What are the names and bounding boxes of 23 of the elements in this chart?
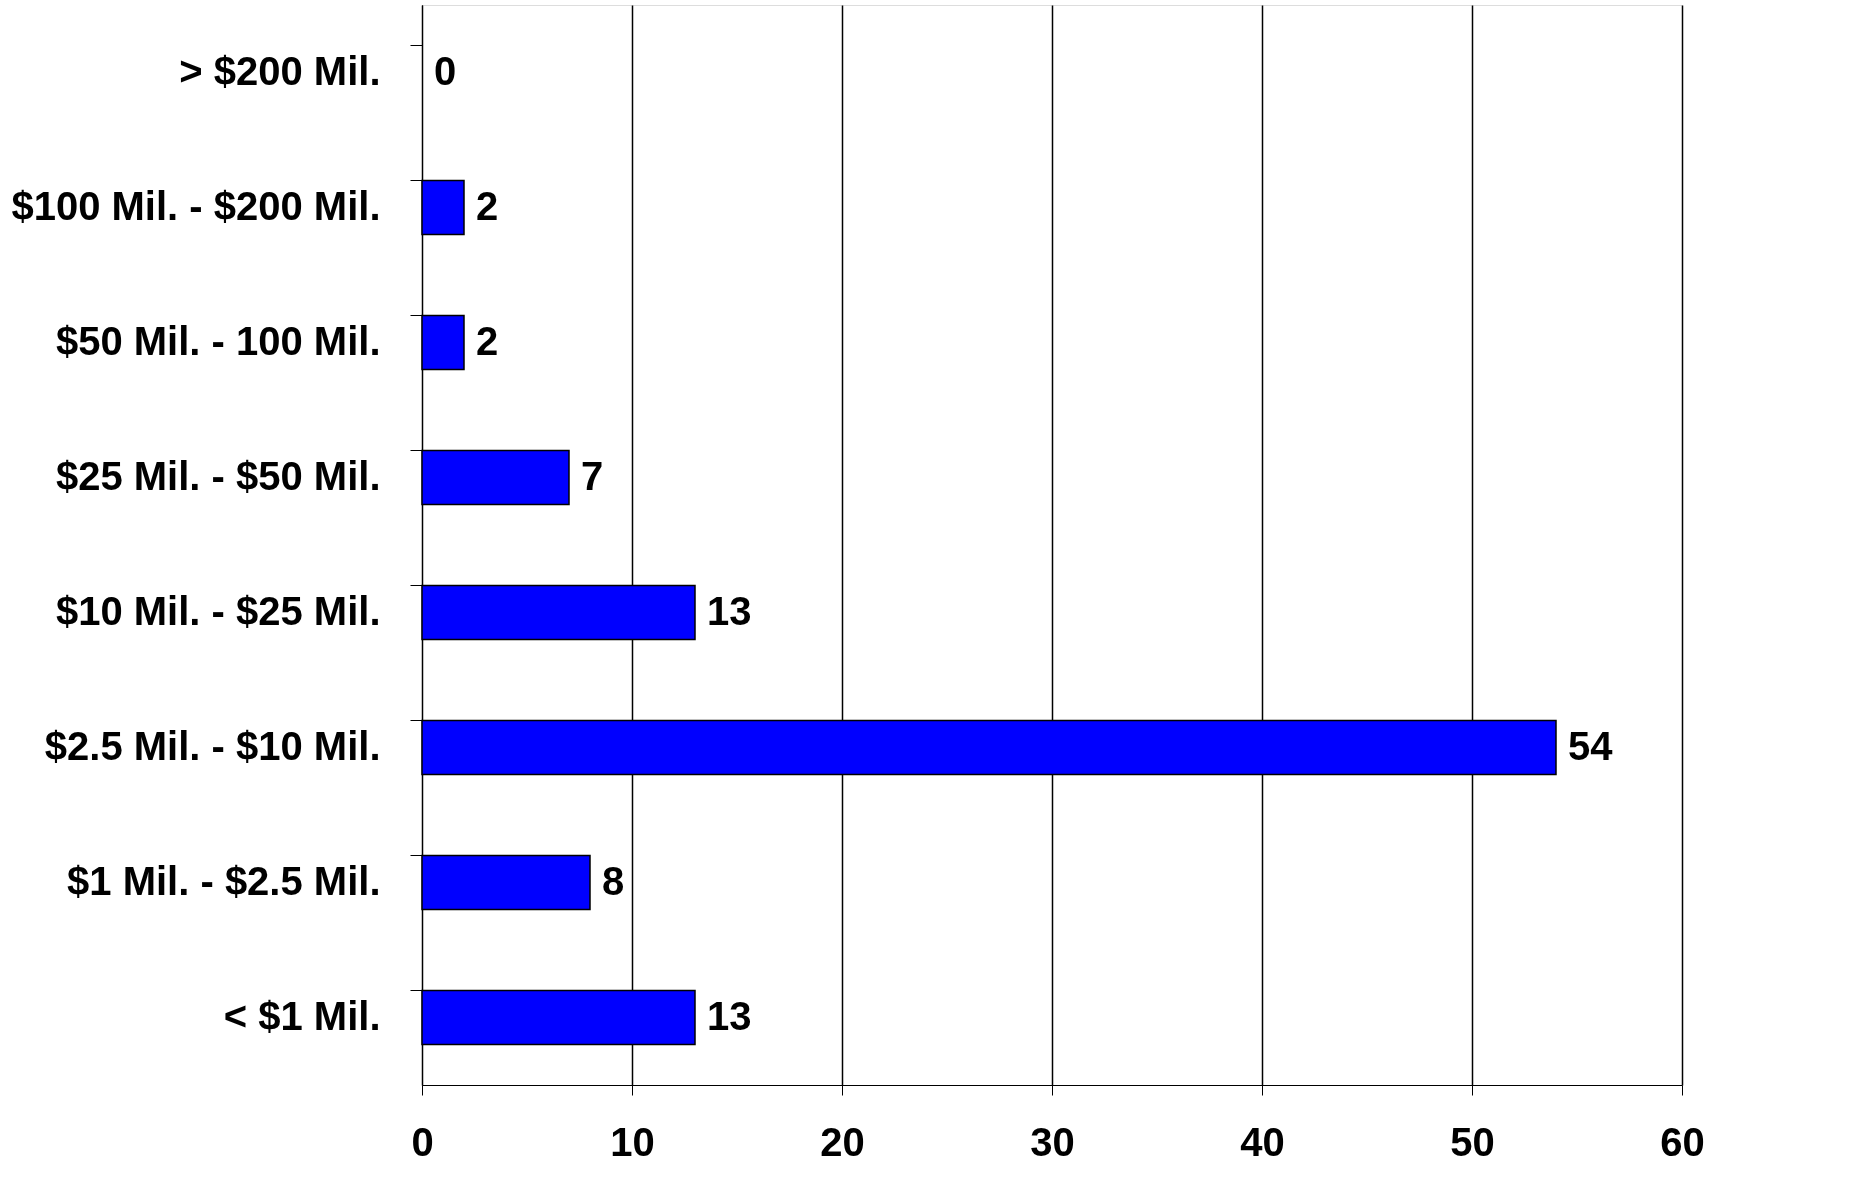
y-tick-label: > $200 Mil. bbox=[179, 48, 381, 93]
x-tick-label: 40 bbox=[1240, 1119, 1285, 1164]
x-tick-label: 20 bbox=[820, 1119, 865, 1164]
data-label: 0 bbox=[434, 48, 457, 93]
y-tick-label: $100 Mil. - $200 Mil. bbox=[11, 183, 381, 228]
data-label: 13 bbox=[707, 993, 752, 1038]
data-label: 13 bbox=[707, 588, 752, 633]
y-tick-label: $50 Mil. - 100 Mil. bbox=[55, 318, 381, 363]
y-tick-label: < $1 Mil. bbox=[223, 993, 381, 1038]
data-label: 7 bbox=[581, 453, 604, 498]
y-tick-label: $10 Mil. - $25 Mil. bbox=[55, 588, 381, 633]
x-tick-label: 30 bbox=[1030, 1119, 1075, 1164]
data-label: 54 bbox=[1568, 723, 1614, 768]
y-tick-label: $1 Mil. - $2.5 Mil. bbox=[67, 858, 381, 903]
data-label: 8 bbox=[602, 858, 625, 903]
x-tick-label: 60 bbox=[1660, 1119, 1705, 1164]
x-tick-label: 0 bbox=[411, 1119, 434, 1164]
x-tick-label: 50 bbox=[1450, 1119, 1495, 1164]
x-tick-label: 10 bbox=[610, 1119, 655, 1164]
y-tick-label: $25 Mil. - $50 Mil. bbox=[55, 453, 381, 498]
data-label: 2 bbox=[476, 318, 499, 363]
data-label: 2 bbox=[476, 183, 499, 228]
y-tick-label: $2.5 Mil. - $10 Mil. bbox=[44, 723, 381, 768]
